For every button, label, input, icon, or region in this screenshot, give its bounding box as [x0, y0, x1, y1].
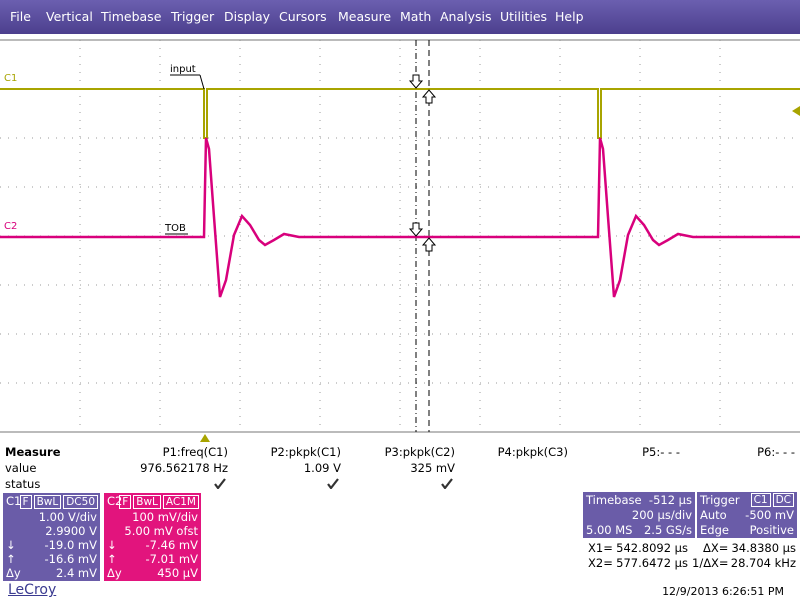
param-name: P1:freq(C1)	[162, 445, 228, 459]
row-value: -19.0 mV	[44, 538, 97, 552]
scale: 100 mV/div	[132, 510, 198, 524]
tag: F	[19, 495, 32, 509]
trace-c1	[0, 88, 800, 139]
value: 200 µs/div	[631, 508, 692, 522]
cursor-marker	[408, 74, 424, 89]
cursor-marker	[421, 89, 437, 104]
channel-panel[interactable]: C2 F BwL AC1M 100 mV/div 5.00 mV ofst ↓ -7.46 m…	[104, 493, 201, 581]
cursor-label: 1/ΔX=	[692, 556, 729, 570]
annotation: input	[170, 64, 196, 75]
timebase-panel[interactable]: Timebase -512 µs 200 µs/div 5.00 MS 2.5 …	[583, 492, 695, 538]
tags: F BwL DC50	[18, 494, 98, 509]
tags: C1 DC	[749, 492, 794, 507]
param-name: P4:pkpk(C3)	[497, 445, 568, 459]
row-label: Δy	[6, 566, 21, 580]
cursor-value: 542.8092 µs	[616, 541, 688, 555]
row-label: ↑	[107, 552, 117, 566]
measure-title: Measure	[5, 445, 61, 459]
status-check	[327, 477, 339, 492]
value: Edge	[700, 523, 729, 537]
scale: 1.00 V/div	[38, 510, 97, 524]
tags: F BwL AC1M	[117, 494, 199, 509]
cursor-value: 577.6472 µs	[616, 556, 688, 570]
menu-item[interactable]: Cursors	[279, 9, 327, 24]
value: -500 mV	[745, 508, 794, 522]
brand: LeCroy	[8, 582, 57, 598]
waveform-display: C1 C2 input TOB	[0, 39, 800, 442]
trace-c2	[0, 137, 800, 298]
param-name: P3:pkpk(C2)	[384, 445, 455, 459]
row-value: 2.4 mV	[55, 566, 97, 580]
tag: C1	[750, 493, 771, 507]
param-name: P2:pkpk(C1)	[270, 445, 341, 459]
channel-name: C2	[107, 494, 123, 508]
status-check	[214, 477, 226, 492]
tag: DC	[772, 493, 794, 507]
annotation-line	[199, 74, 205, 90]
check-icon	[441, 478, 453, 490]
label: Timebase	[586, 493, 642, 507]
param-value: 1.09 V	[303, 461, 341, 475]
param-name: P6:- - -	[757, 445, 795, 459]
channel-label: C2	[4, 221, 17, 232]
channel-panel[interactable]: C1 F BwL DC50 1.00 V/div 2.9900 V ↓ -19.0 mV ↑ -1…	[3, 493, 100, 581]
trigger-panel[interactable]: Trigger C1 DC Auto -500 mV Edge Positive	[697, 492, 797, 538]
label: Trigger	[700, 493, 740, 507]
menu-item[interactable]: Vertical	[46, 9, 93, 24]
row-label: ↓	[6, 538, 16, 552]
annotation: TOB	[164, 223, 186, 234]
channel-name: C1	[6, 494, 22, 508]
row-label: ↑	[6, 552, 16, 566]
cursor-value: 34.8380 µs	[731, 541, 796, 555]
row-value: -7.01 mV	[145, 552, 198, 566]
check-icon	[214, 478, 226, 490]
menu-item[interactable]: Measure	[338, 9, 392, 24]
menu-item[interactable]: Help	[555, 9, 584, 24]
row-value: -16.6 mV	[44, 552, 97, 566]
check-icon	[327, 478, 339, 490]
menu-item[interactable]: Display	[224, 9, 271, 24]
menu-item[interactable]: Math	[400, 9, 432, 24]
param-value: 976.562178 Hz	[140, 461, 228, 475]
offset: 5.00 mV ofst	[124, 524, 198, 538]
cursor-marker	[421, 237, 437, 252]
tag: AC1M	[162, 495, 199, 509]
tag: BwL	[133, 495, 161, 509]
tag: F	[119, 495, 132, 509]
value: Auto	[700, 508, 727, 522]
row-label: Δy	[107, 566, 122, 580]
cursor-label: ΔX=	[703, 541, 729, 555]
cursor-label: X2=	[588, 556, 613, 570]
trigger-level-marker	[792, 106, 800, 116]
menu-bar: File Vertical Timebase Trigger Display Cursor…	[0, 0, 800, 34]
row-value: 450 µV	[157, 566, 198, 580]
value: -512 µs	[648, 493, 692, 507]
cursor-value: 28.704 kHz	[730, 556, 796, 570]
menu-item[interactable]: Timebase	[101, 9, 162, 24]
row-label: status	[5, 477, 41, 491]
value: Positive	[749, 523, 794, 537]
menu-item[interactable]: File	[10, 9, 31, 24]
timestamp: 12/9/2013 6:26:51 PM	[662, 585, 784, 598]
cursor-marker	[408, 222, 424, 237]
cursor-label: X1=	[588, 541, 613, 555]
param-value: 325 mV	[410, 461, 455, 475]
status-check	[441, 477, 453, 492]
tag: DC50	[63, 495, 98, 509]
tag: BwL	[33, 495, 62, 509]
value: 2.5 GS/s	[643, 523, 692, 537]
menu-item[interactable]: Trigger	[171, 9, 215, 24]
channel-label: C1	[4, 73, 17, 84]
menu-item[interactable]: Analysis	[440, 9, 492, 24]
row-label: value	[5, 461, 37, 475]
row-label: ↓	[107, 538, 117, 552]
value: 5.00 MS	[586, 523, 633, 537]
menu-item[interactable]: Utilities	[500, 9, 548, 24]
row-value: -7.46 mV	[145, 538, 198, 552]
offset: 2.9900 V	[45, 524, 97, 538]
param-name: P5:- - -	[642, 445, 680, 459]
trigger-position-marker	[200, 434, 210, 442]
